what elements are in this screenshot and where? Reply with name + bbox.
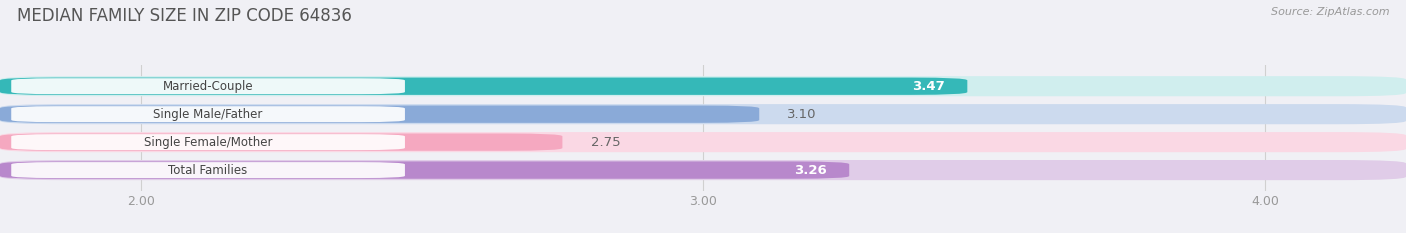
Text: 3.10: 3.10: [787, 108, 817, 121]
Text: Total Families: Total Families: [169, 164, 247, 177]
Text: 2.75: 2.75: [591, 136, 620, 149]
FancyBboxPatch shape: [11, 106, 405, 122]
Text: 3.26: 3.26: [794, 164, 827, 177]
Text: Married-Couple: Married-Couple: [163, 80, 253, 93]
FancyBboxPatch shape: [0, 160, 1406, 180]
Text: MEDIAN FAMILY SIZE IN ZIP CODE 64836: MEDIAN FAMILY SIZE IN ZIP CODE 64836: [17, 7, 352, 25]
FancyBboxPatch shape: [0, 132, 1406, 152]
FancyBboxPatch shape: [11, 162, 405, 178]
FancyBboxPatch shape: [0, 106, 759, 123]
FancyBboxPatch shape: [0, 104, 1406, 124]
FancyBboxPatch shape: [11, 134, 405, 150]
FancyBboxPatch shape: [11, 78, 405, 94]
Text: Single Male/Father: Single Male/Father: [153, 108, 263, 121]
Text: Source: ZipAtlas.com: Source: ZipAtlas.com: [1271, 7, 1389, 17]
FancyBboxPatch shape: [0, 78, 967, 95]
FancyBboxPatch shape: [0, 76, 1406, 96]
FancyBboxPatch shape: [0, 134, 562, 151]
Text: Single Female/Mother: Single Female/Mother: [143, 136, 273, 149]
FancyBboxPatch shape: [0, 161, 849, 179]
Text: 3.47: 3.47: [912, 80, 945, 93]
